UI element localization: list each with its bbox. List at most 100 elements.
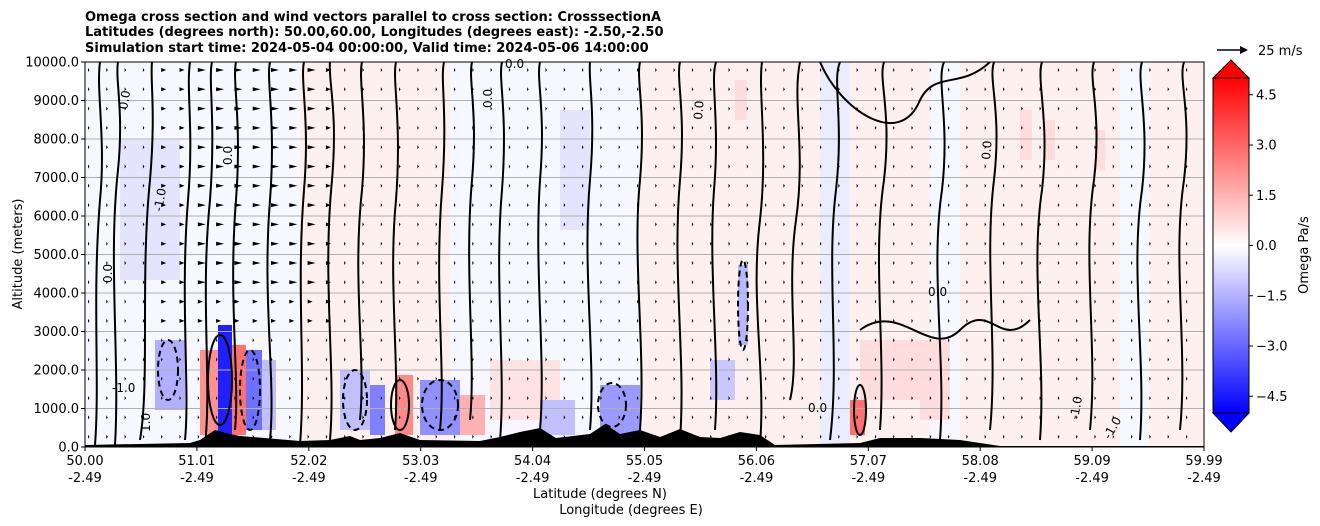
wind-vector <box>325 415 328 420</box>
wind-vector <box>1076 338 1078 343</box>
wind-vector <box>545 280 547 285</box>
wind-vector <box>1057 318 1060 323</box>
wind-vector <box>362 164 364 169</box>
wind-vector <box>252 357 255 362</box>
wind-vector <box>1094 338 1096 343</box>
wind-vector <box>1021 376 1023 381</box>
terrain-silhouette <box>85 424 1204 447</box>
wind-vector <box>88 376 90 381</box>
wind-vector <box>1076 203 1078 208</box>
wind-vector <box>600 357 602 362</box>
wind-vector <box>746 415 749 420</box>
wind-vector <box>691 164 694 169</box>
colorbar-tick-label: 3.0 <box>1256 139 1277 154</box>
wind-vector <box>216 415 218 420</box>
wind-vector <box>801 338 804 343</box>
wind-vector <box>783 376 785 381</box>
wind-vector <box>545 87 547 92</box>
wind-vector <box>417 222 419 227</box>
wind-vector <box>655 299 657 304</box>
wind-vector <box>838 87 840 92</box>
contour-label: 0.0 <box>808 401 827 415</box>
wind-vector <box>88 68 90 72</box>
x-tick-label-latitude: 52.02 <box>290 454 327 469</box>
wind-vector <box>1167 203 1170 208</box>
wind-vector <box>1076 261 1078 265</box>
wind-vector <box>874 318 877 323</box>
wind-vector <box>124 261 127 265</box>
wind-vector <box>856 222 859 227</box>
wind-vector <box>655 261 657 265</box>
wind-vector <box>746 396 749 401</box>
wind-vector <box>1076 299 1078 304</box>
wind-vector <box>728 357 730 362</box>
wind-vector <box>1021 396 1023 401</box>
wind-vector <box>325 434 328 439</box>
wind-vector <box>929 106 932 111</box>
wind-vector <box>655 222 657 227</box>
wind-vector <box>344 434 346 439</box>
wind-vector <box>1112 434 1115 439</box>
wind-vector <box>216 222 225 227</box>
wind-vector <box>838 183 840 188</box>
wind-vector <box>545 376 547 381</box>
wind-vector <box>856 299 859 304</box>
x-tick-label-latitude: 59.99 <box>1185 454 1222 469</box>
wind-vector <box>874 415 877 420</box>
wind-vector <box>801 203 804 208</box>
wind-vector <box>691 125 694 130</box>
wind-vector <box>783 396 785 401</box>
wind-vector <box>307 68 316 72</box>
wind-vector <box>216 280 225 285</box>
y-axis-label: Altitude (meters) <box>11 199 26 310</box>
wind-vector <box>454 299 456 304</box>
wind-vector <box>508 203 511 208</box>
wind-vector <box>948 434 950 439</box>
wind-vector <box>637 357 639 362</box>
wind-vector <box>1186 261 1188 265</box>
colorbar-tick-label: −3.0 <box>1256 340 1288 355</box>
wind-vector <box>893 183 895 188</box>
wind-vector <box>600 241 602 246</box>
wind-vector <box>527 338 529 343</box>
wind-vector <box>197 125 206 130</box>
wind-vector <box>508 434 511 439</box>
wind-vector <box>1131 87 1133 92</box>
wind-vector <box>637 338 639 343</box>
wind-vector <box>655 183 657 188</box>
wind-vector <box>948 222 950 227</box>
wind-vector <box>1021 280 1023 285</box>
wind-vector <box>691 376 694 381</box>
x-axis-label-latitude: Latitude (degrees N) <box>533 487 667 502</box>
wind-vector <box>691 415 694 420</box>
wind-vector <box>271 125 279 130</box>
wind-vector <box>234 68 243 72</box>
wind-vector <box>618 338 621 343</box>
wind-vector <box>435 357 438 362</box>
wind-vector <box>673 241 676 246</box>
wind-vector <box>710 261 712 265</box>
wind-vector <box>673 164 676 169</box>
wind-vector <box>197 68 206 72</box>
wind-vector <box>454 87 456 92</box>
wind-vector <box>289 68 298 72</box>
wind-vector <box>362 125 364 130</box>
wind-vector <box>179 241 185 246</box>
wind-vector <box>1149 164 1151 169</box>
wind-vector <box>124 106 127 111</box>
title-line-3: Simulation start time: 2024-05-04 00:00:… <box>85 41 649 56</box>
wind-vector <box>1039 357 1042 362</box>
wind-vector <box>765 261 767 265</box>
wind-vector <box>307 357 310 362</box>
wind-vector <box>142 280 145 285</box>
wind-vector <box>1076 125 1078 130</box>
wind-vector <box>948 164 950 169</box>
wind-vector <box>1186 318 1188 323</box>
wind-vector <box>252 203 261 208</box>
wind-vector <box>124 145 127 150</box>
wind-vector <box>820 241 822 246</box>
wind-vector <box>929 183 932 188</box>
wind-vector <box>600 338 602 343</box>
wind-vector <box>1021 261 1023 265</box>
wind-vector <box>527 68 529 72</box>
